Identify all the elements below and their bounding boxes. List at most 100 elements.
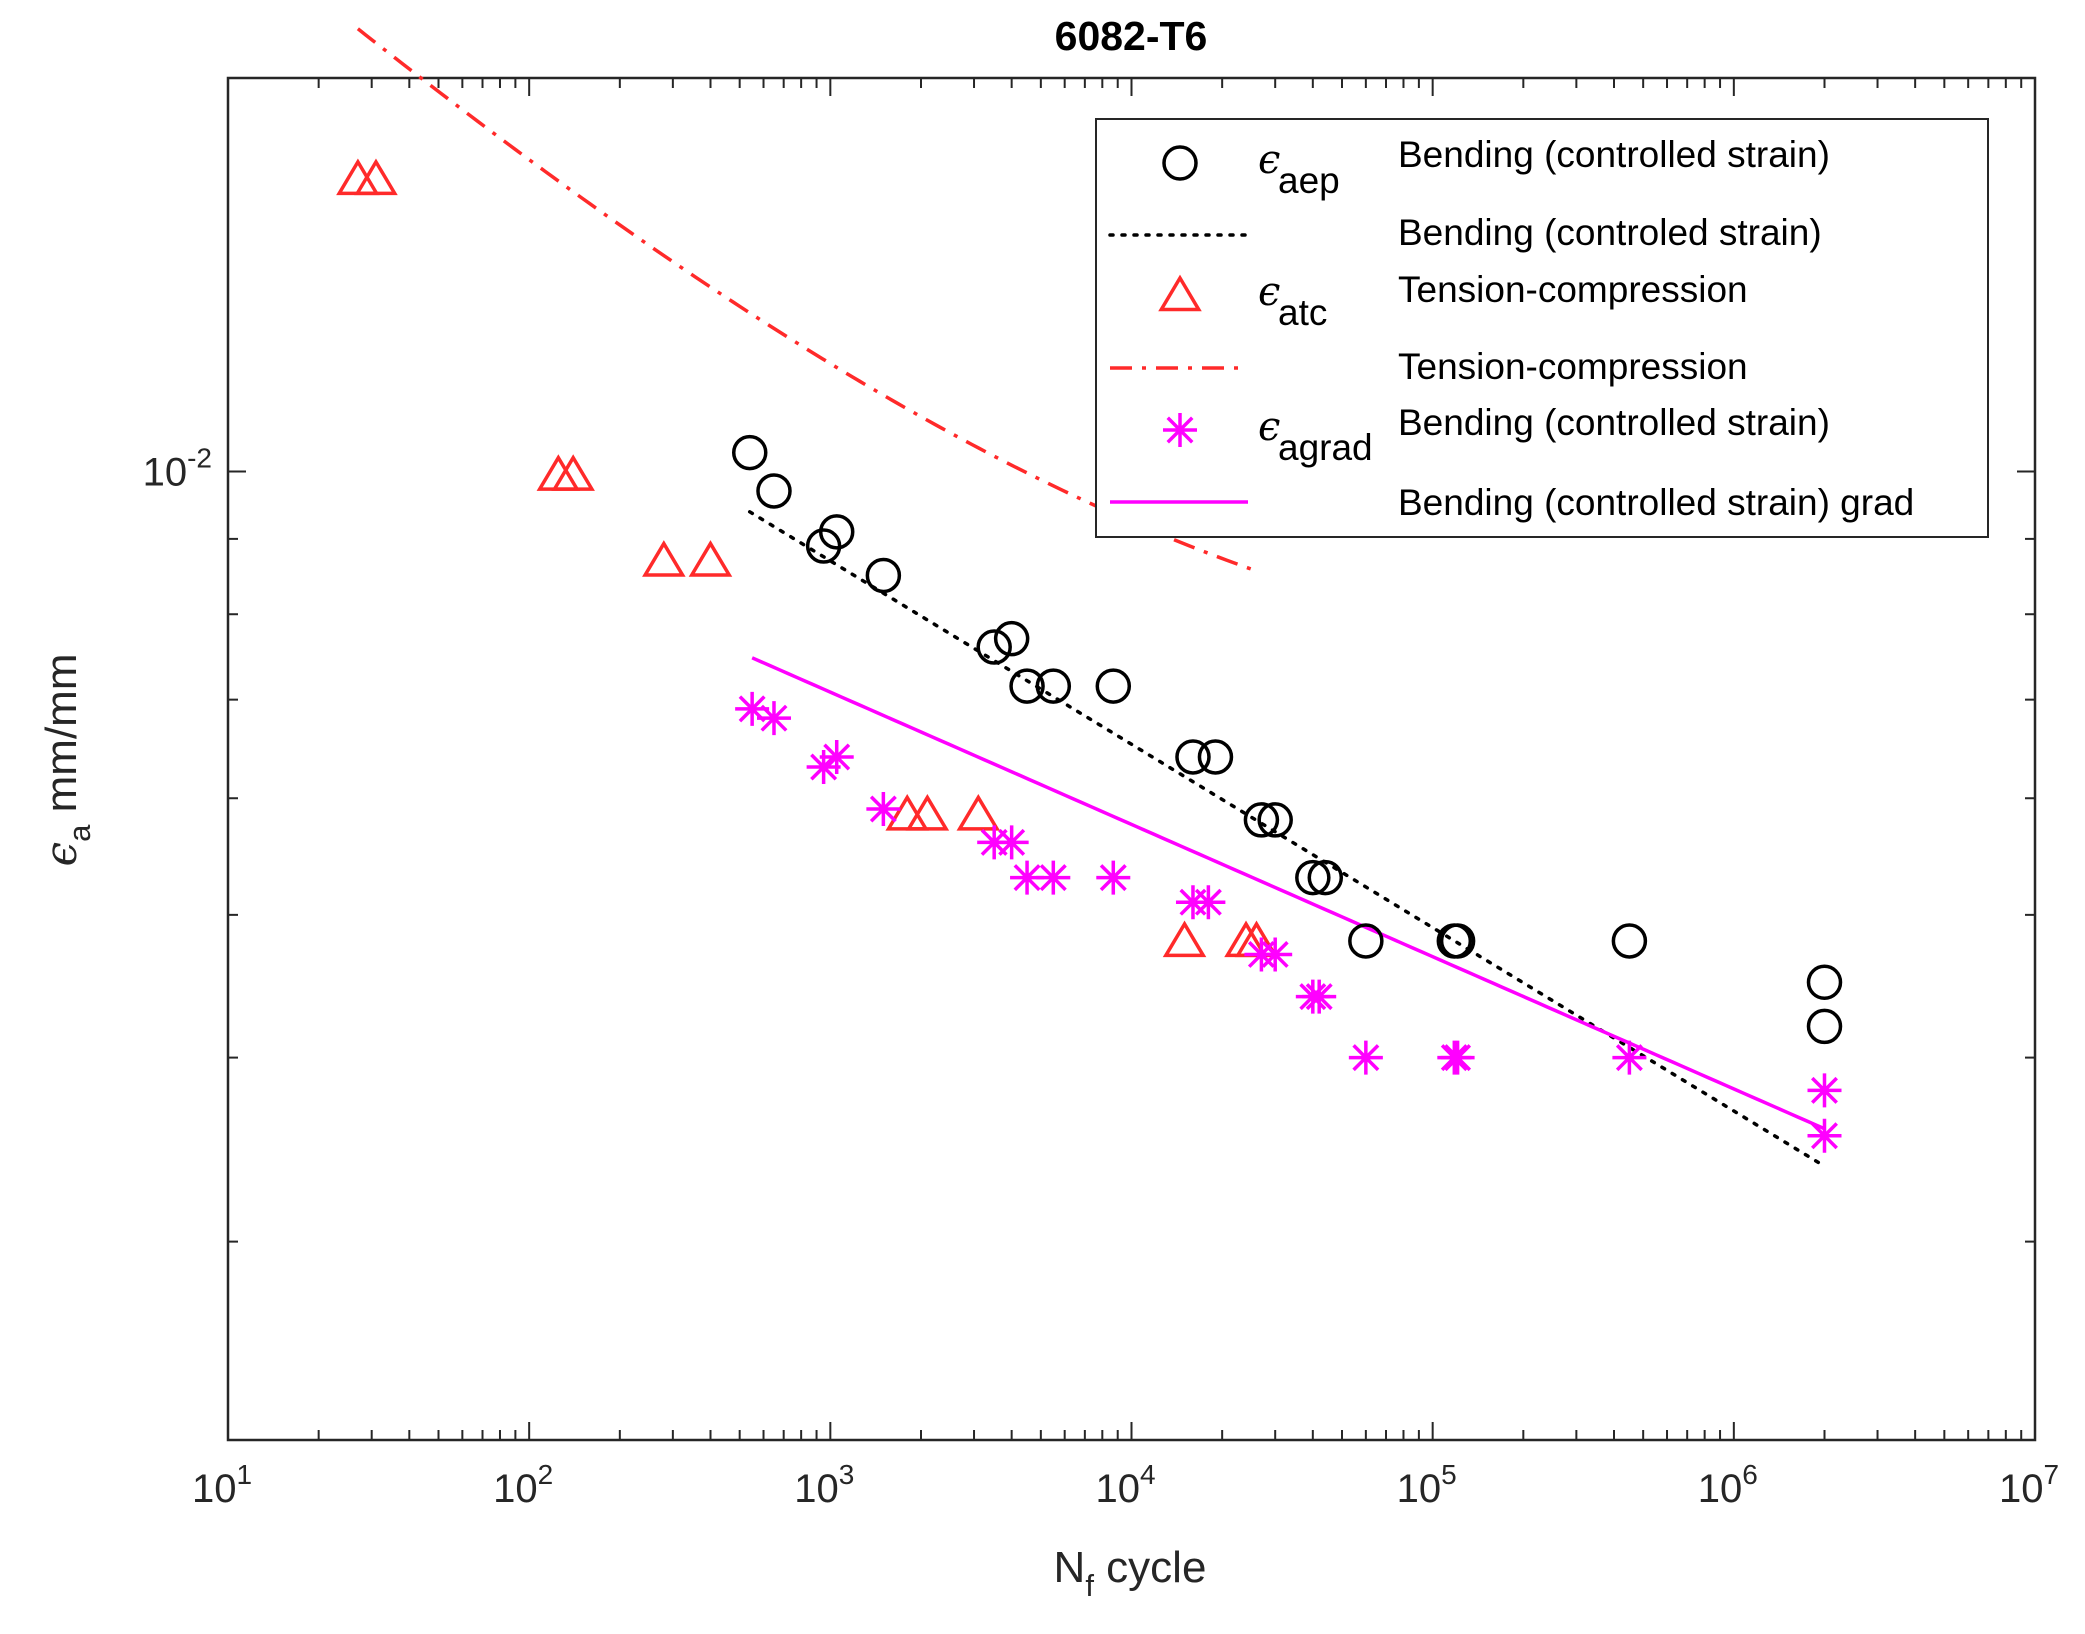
agrad-point (1096, 860, 1131, 895)
agrad-point (819, 739, 854, 774)
aep-point (1035, 668, 1072, 704)
aep-point (1348, 923, 1384, 959)
x-tick-base: 10 (1999, 1467, 2044, 1511)
agrad-point (1302, 979, 1337, 1014)
aep-point (865, 557, 902, 594)
x-tick-label: 101 (192, 1459, 252, 1511)
legend-label: Tension-compression (1398, 346, 1748, 387)
legend-symbol: ϵ (1258, 137, 1280, 183)
legend-subscript: aep (1278, 160, 1340, 201)
chart-title: 6082-T6 (1055, 13, 1208, 59)
x-tick-label: 104 (1095, 1459, 1155, 1511)
agrad-point (735, 691, 770, 726)
aep-point (1197, 739, 1234, 775)
agrad-point (756, 701, 791, 736)
agrad-point (994, 825, 1029, 860)
x-tick-exp: 6 (1742, 1459, 1758, 1490)
x-label-rest: cycle (1094, 1543, 1206, 1592)
x-tick-exp: 1 (236, 1459, 252, 1490)
atc-point (1162, 920, 1207, 958)
aep-point (993, 620, 1030, 657)
atc-point (551, 454, 595, 491)
atc-point (354, 158, 398, 196)
agrad-point (866, 791, 901, 826)
atc-point (688, 540, 733, 577)
x-tick-exp: 7 (2043, 1459, 2059, 1490)
y-label-main: ϵ (36, 842, 87, 867)
aep-point (1295, 859, 1331, 896)
legend-subscript: atc (1278, 292, 1327, 333)
aep-point (1307, 859, 1344, 896)
aep-point (1009, 668, 1045, 704)
aep-point (1257, 802, 1293, 838)
legend-item: Bending (controled strain) (1108, 212, 1822, 253)
legend-label: Bending (controlled strain) (1398, 402, 1830, 443)
x-tick-base: 10 (794, 1467, 839, 1511)
x-tick-labels: 101 102 103 104 105 106 107 (192, 1459, 2059, 1511)
agrad-point (1807, 1073, 1842, 1108)
x-tick-base: 10 (1698, 1467, 1743, 1511)
aep-point (1611, 923, 1648, 959)
agrad-point (1807, 1118, 1842, 1153)
x-tick-base: 10 (192, 1467, 237, 1511)
aep-point (1439, 923, 1476, 959)
agrad-point (1010, 860, 1045, 895)
x-tick-base: 10 (493, 1467, 538, 1511)
legend-subscript: agrad (1278, 427, 1373, 468)
x-tick-label: 105 (1397, 1459, 1457, 1511)
x-tick-base: 10 (1397, 1467, 1442, 1511)
legend-marker-circle (1162, 145, 1198, 181)
legend-symbol: ϵ (1258, 269, 1280, 315)
x-tick-exp: 4 (1140, 1459, 1156, 1490)
x-label-main: N (1054, 1543, 1086, 1592)
x-tick-label: 102 (493, 1459, 553, 1511)
agrad-point (1191, 885, 1226, 920)
legend-symbol: ϵ (1258, 404, 1280, 450)
atc-point (642, 540, 686, 577)
aep-point (1806, 964, 1843, 1001)
x-tick-exp: 2 (538, 1459, 554, 1490)
y-label-sub: a (62, 824, 97, 842)
agrad-point (806, 750, 841, 785)
y-tick-exp: -2 (187, 442, 212, 473)
aep-point (1806, 1008, 1843, 1045)
agrad-point (1036, 860, 1071, 895)
legend-label: Bending (controlled strain) (1398, 134, 1830, 175)
aep-point (976, 629, 1012, 665)
y-axis-label: ϵa mm/mm (36, 654, 97, 867)
aep-point (731, 434, 768, 471)
x-tick-exp: 3 (839, 1459, 855, 1490)
y-label-rest: mm/mm (37, 654, 86, 825)
x-label-sub: f (1085, 1568, 1094, 1603)
agrad-point (977, 825, 1012, 860)
agrad-point (1612, 1040, 1647, 1075)
x-tick-base: 10 (1095, 1467, 1140, 1511)
agrad-point (1348, 1040, 1383, 1075)
legend-label: Bending (controled strain) (1398, 212, 1822, 253)
fit-line-solid (751, 656, 1826, 1131)
x-axis-label: Nf cycle (1054, 1543, 1207, 1603)
aep-point (756, 473, 792, 509)
legend-item: Tension-compression (1110, 346, 1748, 387)
aep-point (1243, 802, 1280, 838)
aep-point (818, 514, 855, 550)
legend-label: Bending (controlled strain) grad (1398, 482, 1914, 523)
x-tick-label: 107 (1999, 1459, 2059, 1511)
agrad-point (1258, 937, 1293, 972)
aep-point (1095, 668, 1132, 704)
legend-marker-triangle (1158, 274, 1202, 312)
legend-marker-asterisk (1163, 413, 1197, 447)
legend-box (1095, 118, 1989, 538)
atc-point (905, 794, 950, 831)
axis-ticks (228, 78, 2035, 1440)
atc-point (956, 794, 1001, 831)
agrad-point (1440, 1040, 1475, 1075)
data-markers (336, 158, 1843, 1153)
y-tick-label: 10-2 (143, 442, 212, 494)
y-tick-labels: 10-2 (143, 442, 212, 494)
y-tick-base: 10 (143, 450, 188, 494)
